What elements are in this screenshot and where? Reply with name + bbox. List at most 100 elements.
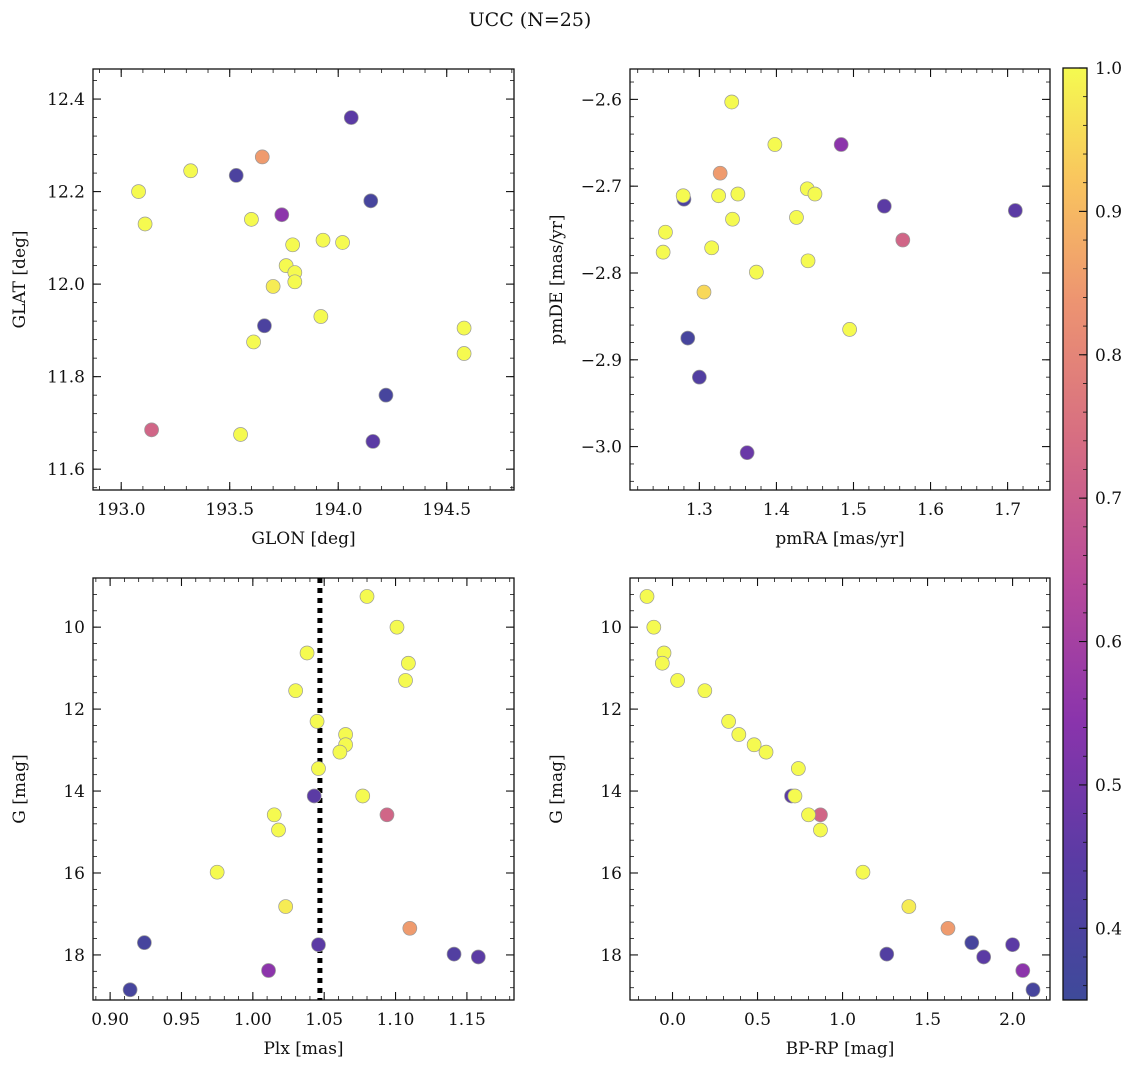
y-tick-label: 12.4 <box>47 90 85 110</box>
data-point <box>730 186 746 202</box>
data-point <box>639 589 655 604</box>
x-tick-label: 0.5 <box>744 1010 771 1030</box>
data-point <box>901 899 917 914</box>
axes-frame <box>92 577 515 1001</box>
y-tick-label: 12 <box>63 700 85 720</box>
data-point <box>940 920 956 936</box>
data-point <box>313 309 329 324</box>
x-tick-label: 193.5 <box>205 500 254 520</box>
data-point <box>378 387 394 403</box>
data-point <box>244 212 259 227</box>
data-point <box>675 188 691 204</box>
data-point <box>655 244 671 260</box>
x-tick-label: 2.0 <box>999 1010 1026 1030</box>
data-point <box>646 619 662 635</box>
data-point <box>879 946 895 962</box>
data-point <box>209 864 225 880</box>
y-tick-label: 12.0 <box>47 275 85 295</box>
colorbar-tick-label: 1.0 <box>1095 59 1122 79</box>
data-point <box>257 318 272 334</box>
colorbar-tick-label: 0.4 <box>1095 919 1122 939</box>
data-point <box>274 207 290 223</box>
data-point <box>842 322 857 337</box>
y-tick-label: −3.0 <box>581 438 622 458</box>
y-axis-label: G [mag] <box>547 754 567 823</box>
data-point <box>692 369 707 385</box>
data-point <box>233 427 248 442</box>
data-point <box>359 589 375 604</box>
colorbar-tick-label: 0.9 <box>1095 202 1122 222</box>
y-tick-label: 14 <box>63 782 85 802</box>
y-tick-label: 10 <box>600 618 622 638</box>
y-axis-label: G [mag] <box>10 754 30 823</box>
x-tick-label: 1.5 <box>840 500 867 520</box>
data-point <box>246 334 261 350</box>
x-tick-label: 1.4 <box>763 500 790 520</box>
x-tick-label: 1.0 <box>829 1010 856 1030</box>
data-point <box>787 788 803 804</box>
data-point <box>278 899 294 914</box>
data-point <box>365 434 381 449</box>
colorbar-tick-label: 0.5 <box>1095 776 1122 796</box>
x-tick-label: 0.0 <box>659 1010 686 1030</box>
data-point <box>1007 203 1023 218</box>
data-point <box>876 198 892 214</box>
y-tick-label: −2.6 <box>581 90 622 110</box>
data-point <box>265 279 281 294</box>
colorbar-gradient <box>1062 67 1088 1001</box>
data-point <box>712 165 728 181</box>
data-point <box>731 727 747 742</box>
data-point <box>315 232 331 248</box>
data-point <box>670 673 685 688</box>
panel-cmd: 0.0 0.5 1.0 1.5 2.0 10 12 14 16 18 BP-RP [mag] G [m… <box>547 577 1051 1059</box>
data-point <box>813 822 828 838</box>
panel-plx_g: 0.90 0.95 1.00 1.05 1.10 1.15 10 12 14 16 18 Plx [m… <box>10 577 515 1059</box>
data-point <box>131 184 146 199</box>
y-tick-label: 12 <box>600 700 622 720</box>
x-tick-label: 194.5 <box>422 500 471 520</box>
data-point <box>285 237 300 253</box>
y-tick-label: −2.7 <box>581 177 622 197</box>
y-tick-label: 18 <box>63 946 85 966</box>
data-point <box>144 422 159 438</box>
data-point <box>446 946 462 962</box>
y-tick-label: 18 <box>600 946 622 966</box>
data-point <box>976 949 992 965</box>
data-point <box>800 253 816 269</box>
data-point <box>1015 963 1031 978</box>
data-point <box>379 807 395 823</box>
data-point <box>964 935 980 950</box>
data-point <box>658 224 673 240</box>
data-point <box>355 788 371 804</box>
chart-panels: 193.0 193.5 194.0 194.5 11.6 11.8 12.0 12.2 12.4… <box>10 68 1051 1059</box>
x-tick-label: 1.15 <box>448 1010 486 1030</box>
x-tick-label: 0.95 <box>163 1010 201 1030</box>
x-tick-label: 194.0 <box>314 500 363 520</box>
data-point <box>680 330 696 346</box>
figure-title: UCC (N=25) <box>469 9 592 31</box>
data-point <box>767 137 783 152</box>
data-point <box>855 864 871 880</box>
data-point <box>335 235 350 250</box>
data-point <box>311 937 326 953</box>
axes-frame <box>629 68 1051 491</box>
data-point <box>332 744 348 760</box>
data-point <box>343 110 359 125</box>
data-point <box>749 264 764 280</box>
x-axis-label: BP-RP [mag] <box>786 1039 895 1059</box>
colorbar: 0.4 0.5 0.6 0.7 0.8 0.9 1.0 <box>1062 59 1122 1001</box>
y-tick-label: 10 <box>63 618 85 638</box>
data-point <box>122 982 138 998</box>
data-point <box>309 714 325 729</box>
data-point <box>254 149 270 165</box>
data-point <box>389 619 405 635</box>
data-point <box>704 240 720 256</box>
data-point <box>183 163 199 179</box>
data-point <box>739 445 755 461</box>
x-axis-label: Plx [mas] <box>263 1039 343 1059</box>
y-tick-label: −2.8 <box>581 264 622 284</box>
y-axis-label: pmDE [mas/yr] <box>547 214 567 344</box>
data-point <box>807 186 823 202</box>
data-point <box>895 232 911 248</box>
